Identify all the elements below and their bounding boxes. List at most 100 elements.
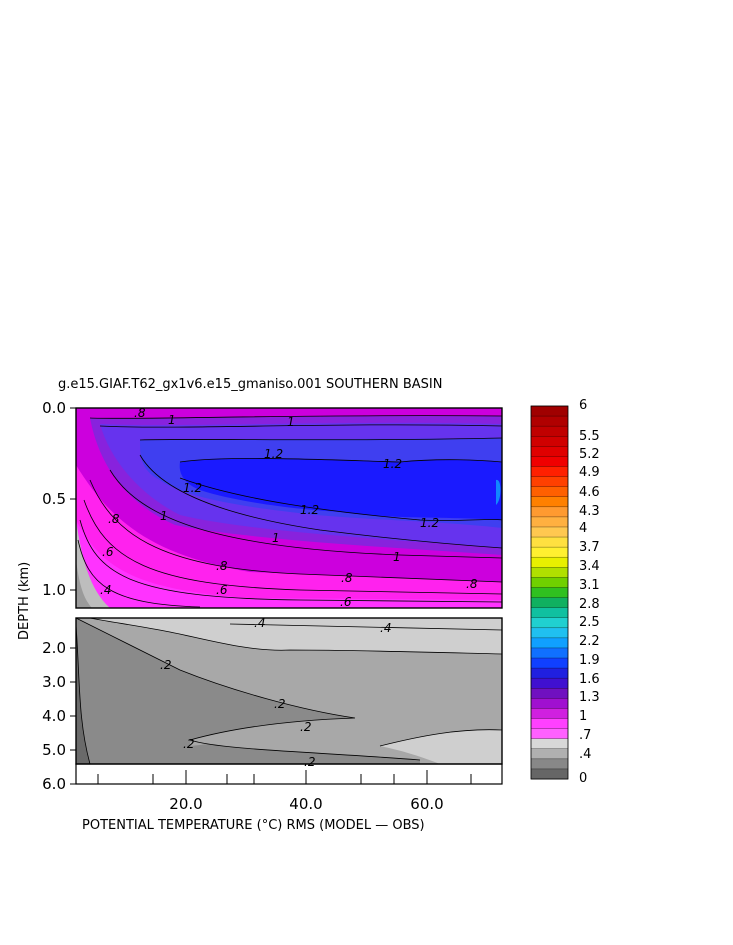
upper-panel-frame — [75, 407, 503, 609]
colorbar-band — [531, 587, 568, 599]
colorbar-band — [531, 698, 568, 709]
x-axis-label: POTENTIAL TEMPERATURE (°C) RMS (MODEL — … — [82, 818, 425, 833]
colorbar-band — [531, 547, 568, 558]
contour-label: 1.2 — [264, 447, 283, 461]
colorbar-band — [531, 406, 568, 417]
lower-fill-dark-band — [76, 618, 420, 764]
contour-label: .8 — [108, 512, 120, 526]
colorbar-tick-label: 2.8 — [579, 597, 600, 612]
colorbar-tick-label: 4.6 — [579, 485, 600, 500]
colorbar-tick-label: 0 — [579, 771, 588, 786]
contour-label: 1.2 — [183, 481, 202, 495]
contour-label: .2 — [304, 755, 315, 769]
contour-label: .8 — [134, 406, 146, 420]
colorbar-band — [531, 466, 568, 478]
lower-fill-darkest-left — [76, 625, 90, 764]
colorbar-band — [531, 678, 568, 689]
contour-label: .8 — [466, 577, 478, 591]
contour-label: .2 — [300, 720, 311, 734]
contour-label: 1 — [272, 531, 280, 545]
upper-fill-small-patch — [496, 479, 501, 505]
colorbar-band — [531, 668, 568, 679]
colorbar-tick-label: 3.1 — [579, 578, 600, 593]
colorbar-band — [531, 526, 568, 538]
upper-contour-lines — [77, 415, 502, 608]
contour-label: .4 — [380, 621, 391, 635]
colorbar-band — [531, 758, 568, 770]
y-tick-label: 6.0 — [42, 775, 66, 793]
contour-label: .4 — [100, 583, 111, 597]
colorbar-tick-label: 4.9 — [579, 465, 600, 480]
y-tick-label: 3.0 — [42, 673, 66, 691]
colorbar-tick-label: 1.6 — [579, 672, 600, 687]
y-tick-label: 1.0 — [42, 581, 66, 599]
y-tick-label: 2.0 — [42, 639, 66, 657]
contour-label: .8 — [341, 571, 353, 585]
x-axis-ticks — [97, 770, 472, 784]
y-tick-label: 4.0 — [42, 707, 66, 725]
lower-fill-light-top — [90, 618, 502, 654]
colorbar-band — [531, 456, 568, 467]
colorbar-band — [531, 718, 568, 730]
colorbar-band — [531, 647, 568, 659]
contour-label: 1 — [160, 509, 168, 523]
colorbar-band — [531, 537, 568, 548]
colorbar-band — [531, 506, 568, 518]
colorbar-band — [531, 627, 568, 639]
colorbar-band — [531, 617, 568, 629]
y-tick-label: 5.0 — [42, 741, 66, 759]
colorbar-tick-label: 3.4 — [579, 559, 600, 574]
colorbar-band — [531, 637, 568, 649]
contour-label: 1 — [168, 413, 176, 427]
colorbar-band — [531, 728, 568, 740]
colorbar-band — [531, 516, 568, 528]
lower-fill-light-bottom-right — [380, 729, 502, 764]
colorbar-tick-label: 5.5 — [579, 429, 600, 444]
contour-label: 1 — [393, 550, 401, 564]
colorbar-tick-label: 2.2 — [579, 634, 600, 649]
colorbar-band — [531, 607, 568, 619]
contour-label: .6 — [340, 595, 352, 609]
colorbar-band — [531, 426, 568, 437]
contour-labels: .8 1 1 1.2 1.2 1.2 1.2 1.2 1 1 1 .8 .6 .… — [100, 406, 478, 769]
y-tick-label: 0.0 — [42, 399, 66, 417]
colorbar-band — [531, 496, 568, 508]
colorbar-band — [531, 486, 568, 498]
colorbar-tick-label: 6 — [579, 398, 588, 413]
lower-contour-lines — [76, 618, 502, 764]
colorbar-band — [531, 768, 568, 780]
contour-label: 1 — [287, 415, 295, 429]
contour-label: .4 — [254, 616, 265, 630]
colorbar-band — [531, 557, 568, 568]
y-tick-label: 0.5 — [42, 490, 66, 508]
colorbar-tick-label: 1.9 — [579, 653, 600, 668]
upper-fill-deep-blue — [179, 458, 502, 520]
upper-fill-magenta-bright — [76, 520, 502, 608]
contour-label: .2 — [160, 658, 171, 672]
contour-label: .2 — [183, 737, 194, 751]
colorbar-tick-label: 5.2 — [579, 447, 600, 462]
x-tick-label: 20.0 — [169, 795, 203, 813]
colorbar-band — [531, 567, 568, 578]
colorbar-tick-label: 1.3 — [579, 690, 600, 705]
x-axis-strip — [75, 763, 503, 785]
colorbar-band — [531, 658, 568, 669]
chart-title: g.e15.GIAF.T62_gx1v6.e15_gmaniso.001 SOU… — [58, 377, 443, 392]
colorbar-band — [531, 577, 568, 588]
colorbar-band — [531, 416, 568, 427]
contour-label: 1.2 — [383, 457, 402, 471]
upper-fill-grey-corner — [76, 520, 110, 608]
colorbar-tick-label: .7 — [579, 728, 592, 743]
lower-panel — [76, 618, 502, 764]
contour-label: .6 — [216, 583, 228, 597]
colorbar-tick-label: .4 — [579, 747, 592, 762]
colorbar — [531, 405, 568, 780]
contour-label: 1.2 — [300, 503, 319, 517]
y-axis-label: DEPTH (km) — [17, 561, 32, 640]
x-tick-label: 40.0 — [289, 795, 323, 813]
contour-label: 1.2 — [420, 516, 439, 530]
colorbar-band — [531, 446, 568, 457]
colorbar-band — [531, 688, 568, 699]
y-axis-ticks — [70, 407, 76, 785]
upper-panel — [76, 408, 502, 608]
